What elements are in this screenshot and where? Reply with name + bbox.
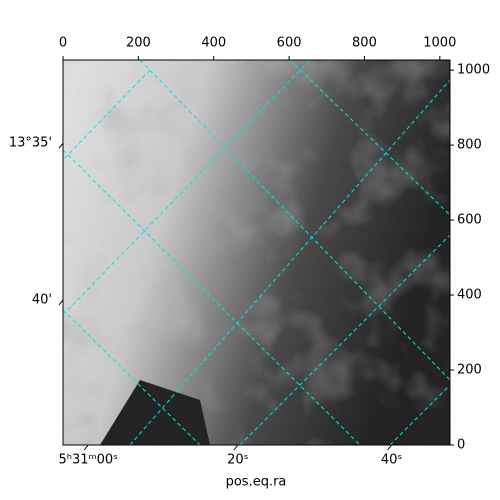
- top-tick-label: 400: [201, 36, 226, 51]
- right-tick-label: 0: [457, 438, 465, 453]
- dec-tick: [58, 299, 64, 306]
- coordinate-grid: [63, 60, 450, 445]
- dec-tick-label: 13°35': [9, 136, 52, 151]
- right-tick-label: 400: [457, 288, 482, 303]
- ra-tick-label: 5ʰ31ᵐ00ˢ: [58, 453, 118, 468]
- x-axis-label: pos.eq.ra: [226, 475, 287, 490]
- right-tick-label: 200: [457, 363, 482, 378]
- ra-tick: [387, 444, 392, 451]
- ra-tick: [233, 444, 239, 451]
- ra-tick: [83, 444, 89, 451]
- top-tick-label: 0: [59, 36, 67, 51]
- top-tick-label: 1000: [423, 36, 456, 51]
- ra-tick-label: 40ˢ: [381, 453, 403, 468]
- dec-tick: [58, 142, 64, 149]
- top-tick-label: 800: [352, 36, 377, 51]
- dec-tick-label: 40': [32, 292, 52, 307]
- ra-tick-label: 20ˢ: [227, 453, 249, 468]
- top-tick-label: 600: [277, 36, 302, 51]
- frame: [62, 59, 451, 446]
- right-tick-label: 1000: [457, 63, 490, 78]
- right-tick-label: 800: [457, 138, 482, 153]
- sky-image: [63, 60, 450, 445]
- right-tick-label: 600: [457, 213, 482, 228]
- top-tick-label: 200: [126, 36, 151, 51]
